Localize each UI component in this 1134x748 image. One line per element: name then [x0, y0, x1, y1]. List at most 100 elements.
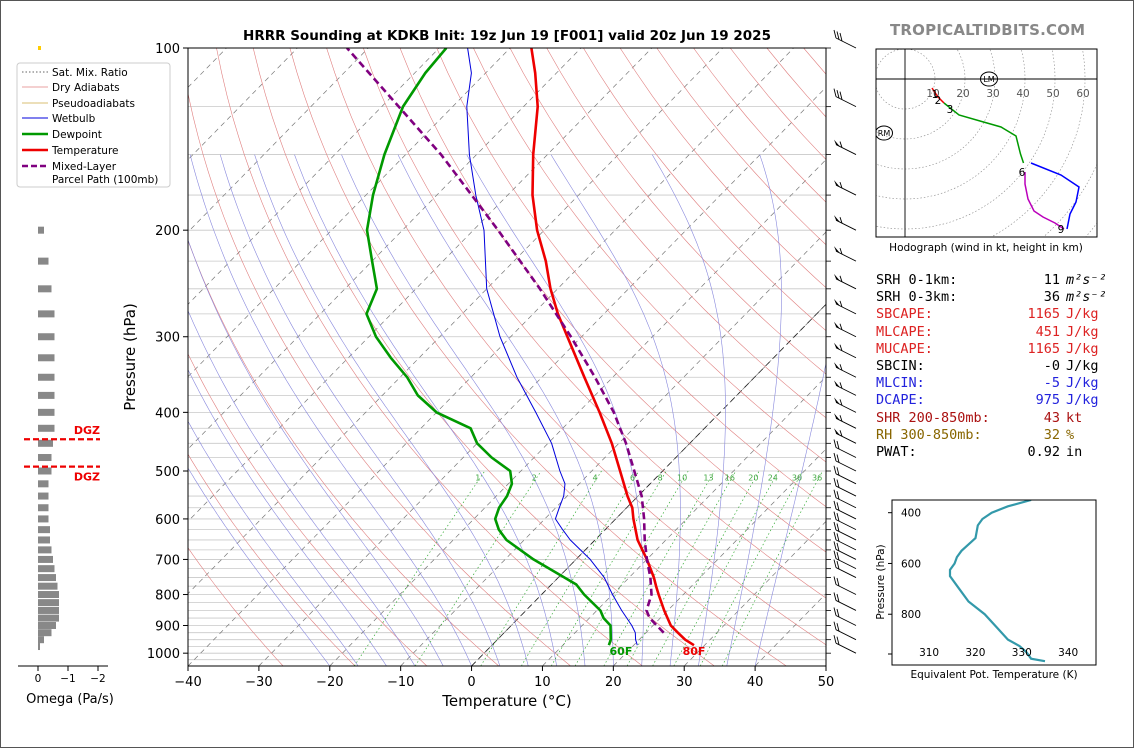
barb-feather: [833, 477, 837, 487]
barb-staff: [835, 549, 857, 560]
isotherm: [258, 86, 826, 666]
mixing-ratio-label: 20: [748, 473, 758, 482]
theta-e-y-label: Pressure (hPa): [875, 544, 887, 619]
isotherm: [188, 48, 369, 233]
stat-unit: J/kg: [1066, 392, 1099, 409]
wind-barb: [834, 215, 857, 231]
barb-feather: [836, 623, 840, 632]
barb-pennant: [834, 180, 840, 188]
omega-bar: [38, 526, 50, 534]
barb-feather: [836, 593, 840, 603]
stat-row: DCAPE: 975 J/kg: [876, 392, 1106, 409]
barb-feather: [839, 382, 843, 389]
hodograph-height-label: 6: [1019, 167, 1026, 179]
theta-e-y-tick-label: 800: [901, 609, 921, 621]
skewt-plot-area: [187, 47, 827, 667]
barb-feather: [839, 344, 843, 351]
stat-value: 32: [1043, 426, 1060, 443]
stats-panel: SRH 0-1km: 11 m²s⁻² SRH 0-3km: 36 m²s⁻² SBCAPE…: [876, 272, 1107, 461]
barb-feather: [833, 489, 837, 498]
stat-value: 11: [1043, 272, 1060, 288]
wind-barb: [833, 576, 857, 595]
hodograph-ring-label: 10: [926, 88, 939, 100]
y-tick-label: 1000: [147, 647, 180, 662]
barb-feather: [833, 592, 837, 601]
wind-barb: [833, 29, 857, 49]
legend-label: Mixed-Layer Parcel Path (100mb): [52, 161, 158, 186]
surface-dewpoint-label: 60F: [610, 645, 633, 658]
pseudoadiabat: [188, 467, 331, 666]
hodograph-ring-label: 40: [1016, 88, 1029, 100]
surface-temp-label: 80F: [683, 645, 706, 658]
y-tick-label: 500: [155, 465, 180, 480]
mixing-ratio-line: [626, 470, 737, 666]
omega-bar: [38, 492, 49, 500]
omega-tick-label: 0: [35, 673, 42, 685]
stat-label: MLCAPE:: [876, 323, 933, 340]
pseudoadiabat: [397, 154, 614, 666]
wind-barb: [833, 477, 857, 497]
barb-staff: [835, 539, 857, 551]
barb-feather: [833, 29, 837, 39]
barb-feather: [833, 607, 837, 616]
dry-adiabat: [188, 239, 499, 666]
barb-staff: [835, 460, 857, 472]
y-tick-label: 300: [155, 331, 180, 346]
omega-bar: [38, 621, 56, 629]
y-tick-label: 800: [155, 589, 180, 604]
legend-box: [16, 62, 171, 188]
isotherm: [188, 48, 511, 378]
hodograph-height-label: 2: [935, 95, 942, 107]
storm-motion-marker: [980, 71, 998, 87]
barb-pennant: [834, 215, 840, 223]
isotherm: [188, 48, 794, 666]
stat-value: 43: [1043, 409, 1060, 426]
dry-adiabat: [188, 453, 356, 666]
hodograph-segment: [931, 87, 945, 104]
barb-pennant: [834, 397, 840, 405]
stat-value: -0: [1043, 357, 1060, 374]
y-tick-label: 600: [155, 513, 180, 528]
barb-staff: [835, 519, 857, 531]
omega-bar: [38, 454, 52, 462]
theta-e-x-tick-label: 340: [1058, 647, 1078, 659]
pseudoadiabat: [188, 368, 387, 666]
omega-bar: [38, 257, 49, 265]
barb-staff: [835, 447, 857, 458]
stat-unit: J/kg: [1066, 357, 1099, 374]
x-tick-label: −40: [174, 675, 201, 690]
barb-feather: [833, 452, 837, 462]
omega-bar: [38, 373, 55, 381]
pseudoadiabat: [726, 154, 782, 666]
barb-feather: [836, 513, 840, 522]
barb-staff: [835, 144, 857, 155]
stat-row: MUCAPE: 1165 J/kg: [876, 341, 1106, 358]
hodograph-segment: [1030, 162, 1080, 230]
mixing-ratio-line: [721, 470, 823, 666]
mixing-ratio-label: 13: [703, 473, 713, 482]
barb-feather: [839, 399, 843, 406]
barb-pennant: [834, 342, 840, 350]
barb-staff: [835, 250, 857, 262]
stat-label: MUCAPE:: [876, 340, 933, 357]
pseudoadiabat: [188, 238, 444, 666]
barb-feather: [839, 247, 843, 255]
hodograph-height-label: 3: [947, 104, 954, 116]
stat-value: 975: [1035, 392, 1060, 409]
barb-feather: [836, 467, 840, 476]
barb-staff: [835, 642, 857, 654]
legend-label: Dewpoint: [52, 129, 102, 141]
barb-staff: [835, 37, 857, 49]
legend-label-line: Temperature: [51, 145, 119, 157]
legend-label: Wetbulb: [52, 113, 96, 125]
omega-bar: [38, 565, 55, 573]
barb-feather: [833, 621, 837, 630]
omega-tick-label: −1: [60, 673, 75, 685]
barb-feather: [839, 364, 843, 371]
omega-bar: [38, 599, 59, 607]
isotherm: [613, 448, 826, 666]
stat-unit: kt: [1066, 409, 1083, 426]
isotherm: [188, 48, 724, 595]
legend-label-line: Pseudoadiabats: [52, 98, 135, 110]
stat-row: MLCIN: -5 J/kg: [876, 375, 1106, 392]
